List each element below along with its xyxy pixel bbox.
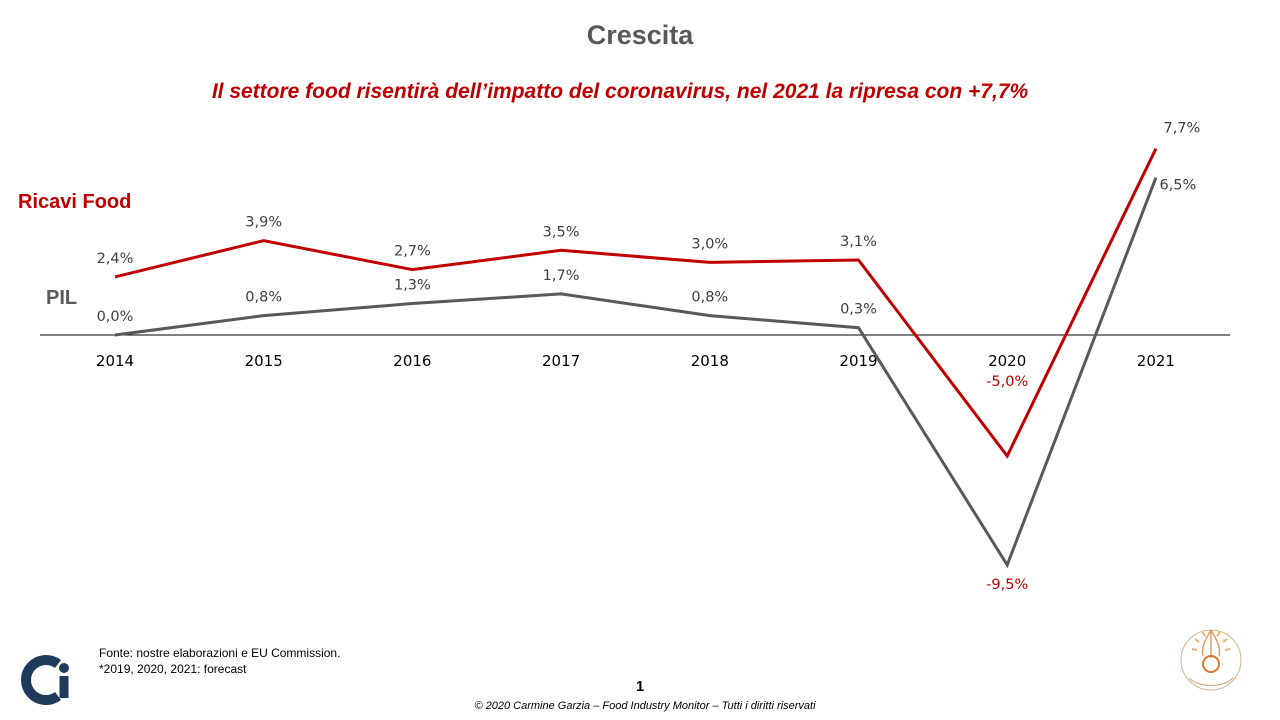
page-number: 1 bbox=[635, 678, 645, 695]
x-tick-label: 2017 bbox=[542, 352, 580, 370]
university-seal-icon bbox=[1180, 629, 1242, 691]
pil-data-label: 6,5% bbox=[1159, 178, 1196, 194]
copyright-notice: © 2020 Carmine Garzia – Food Industry Mo… bbox=[474, 700, 816, 712]
source-line-1: Fonte: nostre elaborazioni e EU Commissi… bbox=[99, 646, 341, 660]
food-data-label: 2,4% bbox=[97, 251, 134, 267]
x-tick-label: 2020 bbox=[988, 352, 1026, 370]
chart-subtitle: Il settore food risentirà dell’impatto d… bbox=[211, 80, 1029, 103]
pil-series-line bbox=[114, 177, 1158, 569]
pil-data-label: 0,8% bbox=[691, 290, 728, 306]
pil-data-label: 1,7% bbox=[543, 268, 580, 284]
food-series-name: Ricavi Food bbox=[18, 191, 131, 213]
pil-data-label: -9,5% bbox=[986, 577, 1028, 593]
x-tick-label: 2021 bbox=[1137, 352, 1175, 370]
food-data-label: 3,0% bbox=[691, 236, 728, 252]
pil-series-name: PIL bbox=[46, 287, 77, 309]
food-data-label: 3,9% bbox=[245, 215, 282, 231]
x-tick-label: 2015 bbox=[245, 352, 283, 370]
food-data-label: 7,7% bbox=[1163, 121, 1200, 137]
pil-data-label: 0,3% bbox=[840, 302, 877, 318]
pil-data-label: 1,3% bbox=[394, 278, 431, 294]
x-tick-label: 2014 bbox=[96, 352, 134, 370]
x-tick-label: 2018 bbox=[691, 352, 729, 370]
food-data-label: 3,5% bbox=[543, 224, 580, 240]
food-data-label: 2,7% bbox=[394, 244, 431, 260]
chart-title: Crescita bbox=[586, 20, 694, 50]
pil-data-label: 0,8% bbox=[245, 290, 282, 306]
food-series-line bbox=[114, 148, 1158, 459]
x-tick-label: 2019 bbox=[839, 352, 877, 370]
ci-logo-icon bbox=[21, 655, 69, 705]
food-data-label: 3,1% bbox=[840, 234, 877, 250]
source-note: Fonte: nostre elaborazioni e EU Commissi… bbox=[99, 645, 340, 677]
x-tick-label: 2016 bbox=[393, 352, 431, 370]
food-data-label: -5,0% bbox=[986, 374, 1028, 390]
source-line-2: *2019, 2020, 2021: forecast bbox=[99, 662, 247, 676]
pil-data-label: 0,0% bbox=[97, 309, 134, 325]
